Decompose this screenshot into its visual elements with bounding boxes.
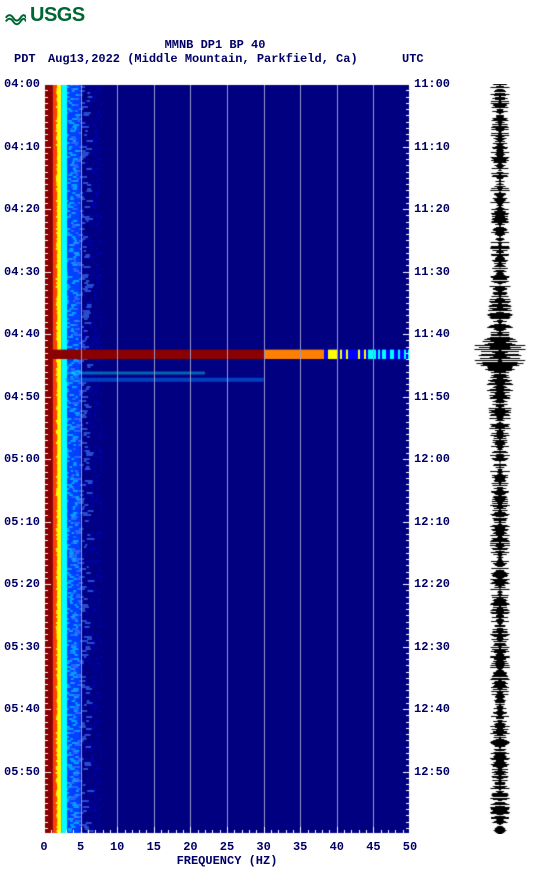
y-tick-left: 05:40 (4, 702, 40, 716)
seismogram-trace (460, 84, 540, 834)
y-tick-right: 12:40 (414, 702, 450, 716)
y-tick-right: 11:40 (414, 327, 450, 341)
y-tick-right: 11:20 (414, 202, 450, 216)
usgs-logo: USGS (4, 4, 85, 27)
x-tick: 35 (290, 840, 310, 854)
y-tick-right: 11:50 (414, 390, 450, 404)
pdt-label: PDT (14, 52, 36, 66)
y-tick-left: 04:40 (4, 327, 40, 341)
x-tick: 20 (180, 840, 200, 854)
y-tick-left: 05:30 (4, 640, 40, 654)
x-tick: 50 (400, 840, 420, 854)
y-tick-left: 05:00 (4, 452, 40, 466)
y-tick-right: 12:30 (414, 640, 450, 654)
x-tick: 10 (107, 840, 127, 854)
x-tick: 25 (217, 840, 237, 854)
y-tick-right: 12:50 (414, 765, 450, 779)
y-tick-right: 12:10 (414, 515, 450, 529)
y-tick-left: 05:20 (4, 577, 40, 591)
y-tick-left: 04:20 (4, 202, 40, 216)
x-tick: 30 (254, 840, 274, 854)
usgs-wave-icon (4, 5, 26, 27)
y-tick-left: 04:00 (4, 77, 40, 91)
x-tick: 40 (327, 840, 347, 854)
y-tick-left: 05:10 (4, 515, 40, 529)
utc-label: UTC (402, 52, 424, 66)
y-tick-left: 04:50 (4, 390, 40, 404)
y-tick-right: 12:20 (414, 577, 450, 591)
y-tick-right: 11:00 (414, 77, 450, 91)
x-tick: 0 (34, 840, 54, 854)
y-tick-left: 04:30 (4, 265, 40, 279)
y-tick-right: 11:30 (414, 265, 450, 279)
date-label: Aug13,2022 (Middle Mountain, Parkfield, … (48, 52, 358, 66)
x-axis-label: FREQUENCY (HZ) (44, 854, 410, 868)
x-tick: 45 (363, 840, 383, 854)
usgs-logo-text: USGS (30, 4, 85, 27)
x-tick: 5 (71, 840, 91, 854)
y-tick-right: 11:10 (414, 140, 450, 154)
y-tick-left: 04:10 (4, 140, 40, 154)
chart-title: MMNB DP1 BP 40 (0, 38, 430, 52)
x-tick: 15 (144, 840, 164, 854)
spectrogram-plot (44, 84, 410, 834)
y-tick-right: 12:00 (414, 452, 450, 466)
y-tick-left: 05:50 (4, 765, 40, 779)
